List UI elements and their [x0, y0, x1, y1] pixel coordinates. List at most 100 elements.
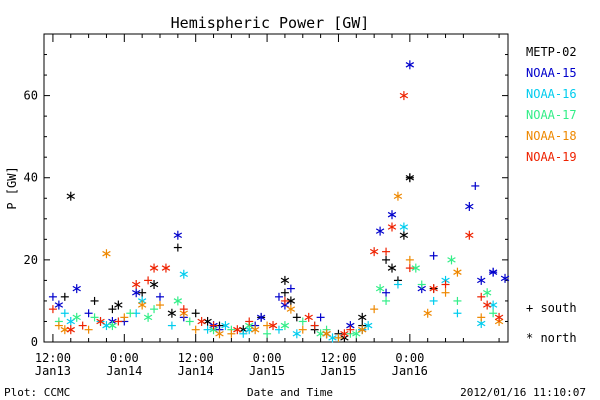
data-point-north	[108, 321, 117, 331]
data-point-north	[304, 312, 313, 322]
data-point-south	[441, 280, 450, 289]
data-point-north	[488, 267, 498, 277]
data-point-south	[382, 296, 391, 305]
data-point-south	[185, 317, 194, 326]
data-point-south	[108, 305, 117, 314]
data-point-north	[280, 275, 290, 285]
data-point-south	[156, 292, 164, 301]
data-point-north	[286, 304, 296, 314]
plot-timestamp: 2012/01/16 11:10:07	[460, 386, 586, 399]
data-point-south	[429, 296, 438, 305]
plot-credit: Plot: CCMC	[4, 386, 70, 399]
data-point-north	[132, 288, 141, 298]
data-point-south	[60, 309, 69, 318]
data-point-north	[66, 191, 75, 201]
data-point-north	[161, 263, 171, 273]
data-point-north	[66, 316, 75, 326]
data-point-south	[346, 325, 355, 334]
x-tick-date: Jan14	[178, 364, 214, 378]
y-axis-label: P [GW]	[5, 166, 19, 209]
data-point-north	[215, 329, 224, 339]
x-tick-time: 0:00	[110, 351, 139, 365]
data-point-north	[221, 321, 230, 331]
data-point-south	[126, 309, 135, 318]
data-point-north	[405, 173, 415, 183]
data-point-north	[114, 300, 123, 310]
data-point-north	[465, 201, 474, 211]
x-tick-date: Jan14	[106, 364, 142, 378]
legend-entry: NOAA-15	[526, 66, 577, 80]
legend-entry: METP-02	[526, 45, 577, 59]
data-point-south	[370, 305, 379, 314]
data-point-south	[286, 284, 295, 293]
data-point-south	[292, 313, 301, 322]
x-tick-time: 12:00	[178, 351, 214, 365]
data-point-north	[143, 312, 153, 322]
symbol-legend-entry: + south	[526, 301, 577, 315]
legend-entry: NOAA-18	[526, 129, 577, 143]
data-point-south	[84, 309, 93, 318]
data-point-north	[292, 329, 302, 339]
data-point-north	[72, 312, 81, 322]
data-point-south	[393, 280, 402, 289]
data-point-north	[280, 321, 290, 331]
data-point-south	[90, 313, 99, 322]
data-point-north	[488, 300, 498, 310]
data-point-south	[298, 325, 307, 334]
data-point-south	[60, 292, 69, 301]
data-point-south	[489, 309, 498, 318]
data-point-south	[191, 325, 200, 334]
data-point-south	[310, 321, 319, 330]
data-point-south	[405, 255, 414, 264]
legend-entry: NOAA-17	[526, 108, 577, 122]
y-tick-label: 0	[31, 335, 38, 349]
x-axis-label: Date and Time	[247, 386, 333, 399]
data-point-south	[120, 313, 129, 322]
data-point-south	[209, 321, 218, 330]
data-point-north	[494, 312, 504, 322]
data-point-north	[167, 308, 177, 318]
data-point-south	[138, 288, 147, 297]
data-point-south	[477, 313, 486, 322]
data-point-south	[173, 243, 182, 252]
data-point-south	[429, 251, 438, 260]
data-point-south	[471, 181, 480, 190]
data-point-north	[96, 316, 105, 326]
symbol-legend-entry: * north	[526, 331, 577, 345]
y-tick-label: 20	[24, 253, 38, 267]
data-point-south	[316, 313, 325, 322]
data-point-south	[114, 317, 123, 326]
data-point-north	[358, 325, 367, 335]
data-point-south	[477, 292, 486, 301]
data-point-south	[453, 309, 462, 318]
data-point-north	[102, 249, 111, 259]
data-point-south	[90, 296, 99, 305]
data-point-south	[334, 333, 343, 342]
data-point-south	[274, 325, 283, 334]
data-point-south	[441, 288, 450, 297]
data-point-south	[78, 321, 87, 330]
data-point-north	[369, 247, 379, 257]
data-point-south	[280, 296, 289, 305]
data-point-north	[482, 288, 492, 298]
data-point-north	[179, 269, 188, 279]
data-point-north	[358, 312, 367, 322]
data-point-south	[274, 292, 283, 301]
data-point-south	[382, 247, 391, 256]
symbol-legend: + south * north	[526, 301, 577, 345]
data-point-south	[179, 305, 188, 314]
data-point-south	[382, 288, 391, 297]
data-point-south	[280, 288, 289, 297]
data-point-south	[298, 317, 307, 326]
x-tick-date: Jan15	[249, 364, 285, 378]
x-tick-date: Jan15	[320, 364, 356, 378]
data-point-north	[429, 284, 438, 294]
x-tick-date: Jan13	[35, 364, 71, 378]
data-point-north	[453, 267, 462, 277]
x-tick-time: 0:00	[395, 351, 424, 365]
data-point-north	[102, 321, 111, 331]
data-point-north	[60, 325, 70, 335]
data-point-north	[405, 60, 415, 70]
